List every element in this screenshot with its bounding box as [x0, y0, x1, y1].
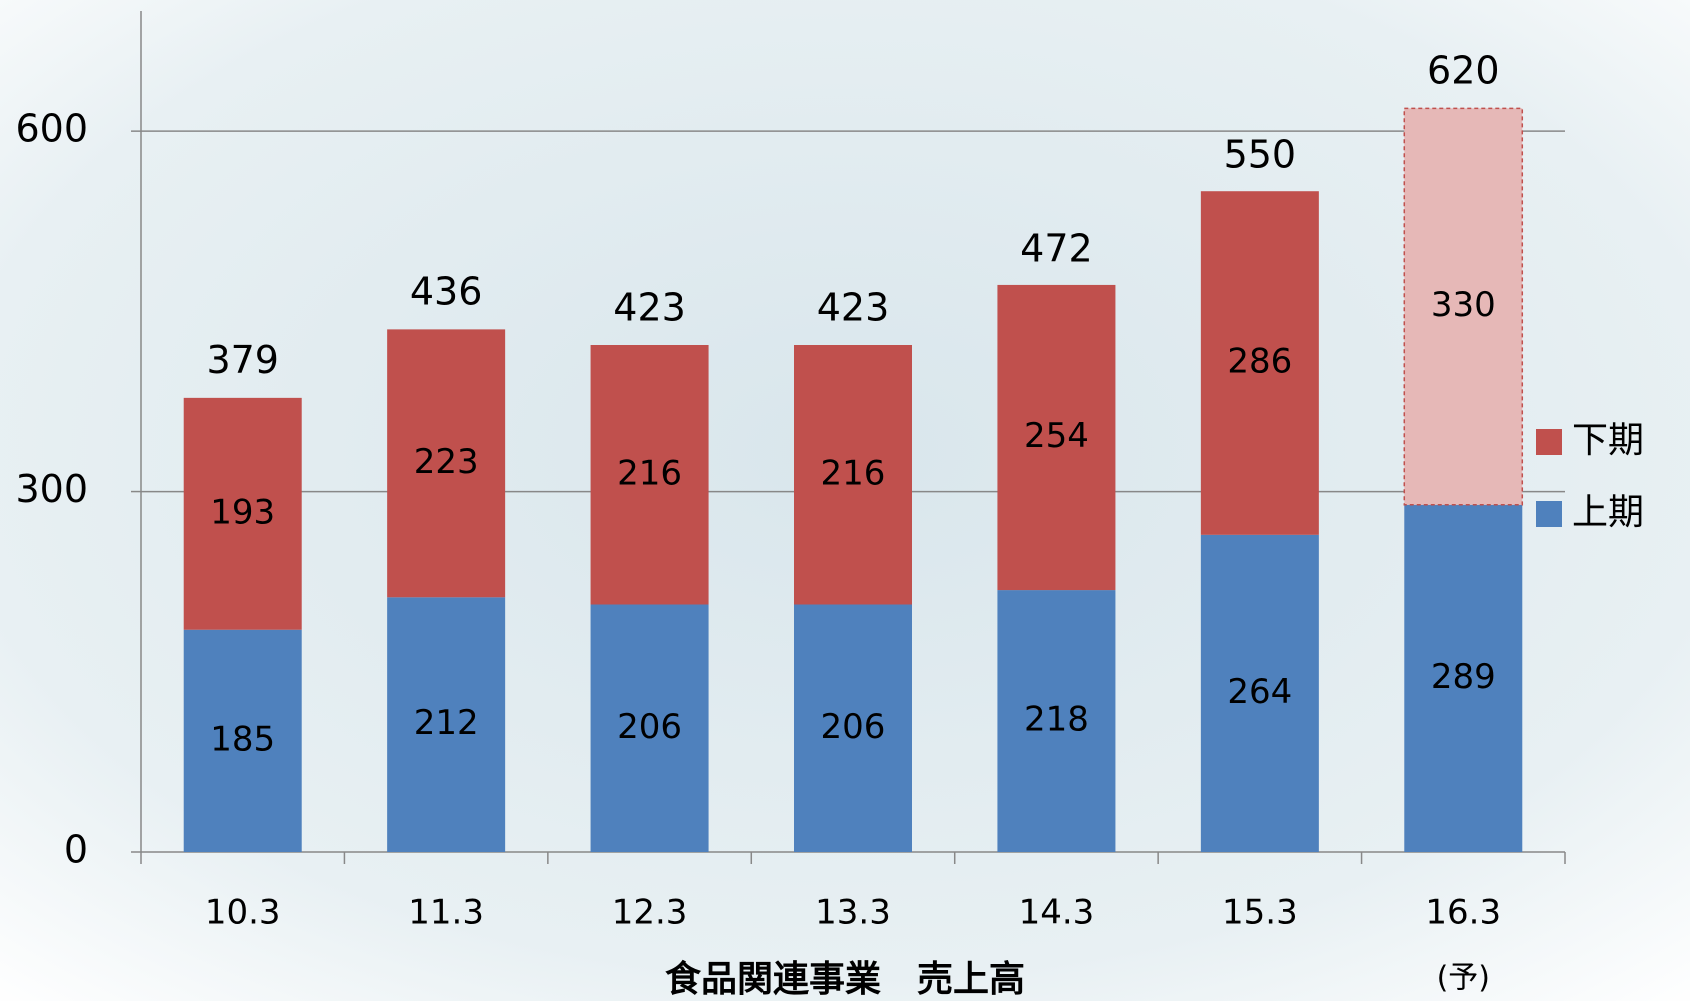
segment-label: 286	[1227, 342, 1292, 382]
segment-label: 264	[1227, 672, 1292, 712]
legend-label: 上期	[1572, 492, 1644, 533]
bar-segment	[1200, 191, 1319, 535]
legend-swatch	[1536, 429, 1562, 455]
x-tick-label: 15.3	[1222, 893, 1298, 933]
total-label: 620	[1427, 49, 1500, 93]
x-tick-label: 16.3	[1425, 893, 1501, 933]
bar-segment	[387, 597, 506, 852]
segment-label: 216	[821, 453, 886, 493]
bar-segment	[590, 344, 709, 605]
bar-segment	[794, 604, 912, 852]
bar-segment	[183, 397, 302, 630]
legend-label: 下期	[1572, 420, 1644, 461]
total-label: 550	[1224, 133, 1297, 177]
bar-segment	[1200, 534, 1319, 852]
segment-label: 218	[1024, 700, 1089, 740]
total-label: 379	[206, 338, 279, 382]
segment-label: 206	[821, 707, 886, 747]
bar-segment	[387, 329, 506, 598]
total-label: 423	[613, 285, 686, 329]
total-label: 436	[410, 270, 483, 314]
x-tick-label: 13.3	[815, 893, 891, 933]
x-tick-label: 14.3	[1019, 893, 1095, 933]
segment-label: 216	[617, 453, 682, 493]
segment-label: 206	[617, 707, 682, 747]
x-tick-label: 10.3	[205, 893, 281, 933]
bar-segment	[1404, 504, 1523, 852]
legend-swatch	[1536, 501, 1562, 527]
bar-segment	[794, 344, 912, 605]
bar-segment	[183, 629, 302, 852]
y-tick-label: 600	[15, 107, 88, 151]
bar-segment	[1403, 107, 1524, 506]
segment-label: 193	[210, 492, 275, 532]
x-tick-note: (予)	[1437, 961, 1490, 996]
segment-label: 223	[414, 442, 479, 482]
chart-title: 食品関連事業 売上高	[665, 959, 1025, 1000]
y-tick-label: 0	[64, 828, 88, 872]
segment-label: 185	[210, 719, 275, 759]
bar-segment	[997, 590, 1116, 852]
x-tick-label: 11.3	[408, 893, 484, 933]
total-label: 423	[817, 285, 890, 329]
bar-segment	[590, 604, 709, 852]
x-tick-label: 12.3	[612, 893, 688, 933]
bar-segment	[997, 284, 1116, 591]
segment-label: 212	[414, 703, 479, 743]
total-label: 472	[1020, 226, 1093, 270]
segment-label: 254	[1024, 416, 1089, 456]
segment-label: 330	[1431, 285, 1496, 325]
segment-label: 289	[1431, 657, 1496, 697]
y-tick-label: 300	[15, 467, 88, 511]
